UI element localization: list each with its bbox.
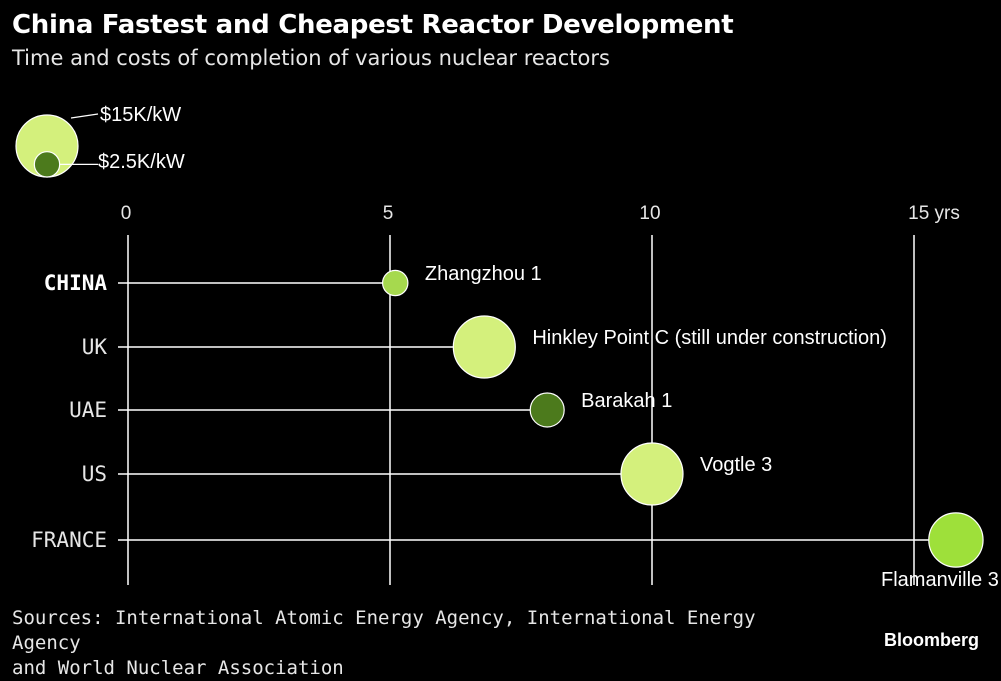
chart-title: China Fastest and Cheapest Reactor Devel… <box>12 10 734 40</box>
bubble <box>452 315 516 379</box>
x-tick-label: 0 <box>121 203 132 224</box>
point-labels: Zhangzhou 1 Hinkley Point C (still under … <box>425 263 999 591</box>
reactor-label: Barakah 1 <box>581 390 672 412</box>
category-rows: CHINA UK UAE US FRANCE <box>31 271 956 552</box>
reactor-label: Flamanville 3 <box>881 569 999 591</box>
category-label: US <box>82 462 107 486</box>
bubble <box>529 392 565 428</box>
category-label: UAE <box>69 398 107 422</box>
bubble <box>928 512 984 568</box>
x-axis-ticks: 0 5 10 15 yrs <box>121 203 960 224</box>
sources-note: Sources: International Atomic Energy Age… <box>12 606 832 681</box>
legend-large-label: $15K/kW <box>100 104 181 126</box>
bubble-chart: $15K/kW $2.5K/kW 0 5 10 15 yrs CHINA UK UAE US F… <box>15 104 999 591</box>
sources-line-1: Sources: International Atomic Energy Age… <box>12 607 756 654</box>
chart-subtitle: Time and costs of completion of various … <box>12 46 610 70</box>
reactor-label: Vogtle 3 <box>700 454 772 476</box>
bloomberg-logo: Bloomberg <box>883 630 979 650</box>
x-tick-label: 15 yrs <box>908 203 960 224</box>
size-legend: $15K/kW $2.5K/kW <box>15 104 185 178</box>
reactor-label: Zhangzhou 1 <box>425 263 542 285</box>
sources-line-2: and World Nuclear Association <box>12 657 344 679</box>
x-tick-label: 10 <box>639 203 660 224</box>
x-tick-label: 5 <box>383 203 394 224</box>
reactor-label: Hinkley Point C (still under constructio… <box>532 327 887 349</box>
legend-small-bubble <box>33 151 61 178</box>
bubbles <box>381 269 984 568</box>
legend-small-label: $2.5K/kW <box>98 151 185 173</box>
category-label: CHINA <box>44 271 108 295</box>
category-label: FRANCE <box>31 528 107 552</box>
bubble <box>620 442 684 506</box>
bubble <box>381 269 409 297</box>
legend-leader-line <box>70 113 99 119</box>
category-label: UK <box>82 335 108 359</box>
